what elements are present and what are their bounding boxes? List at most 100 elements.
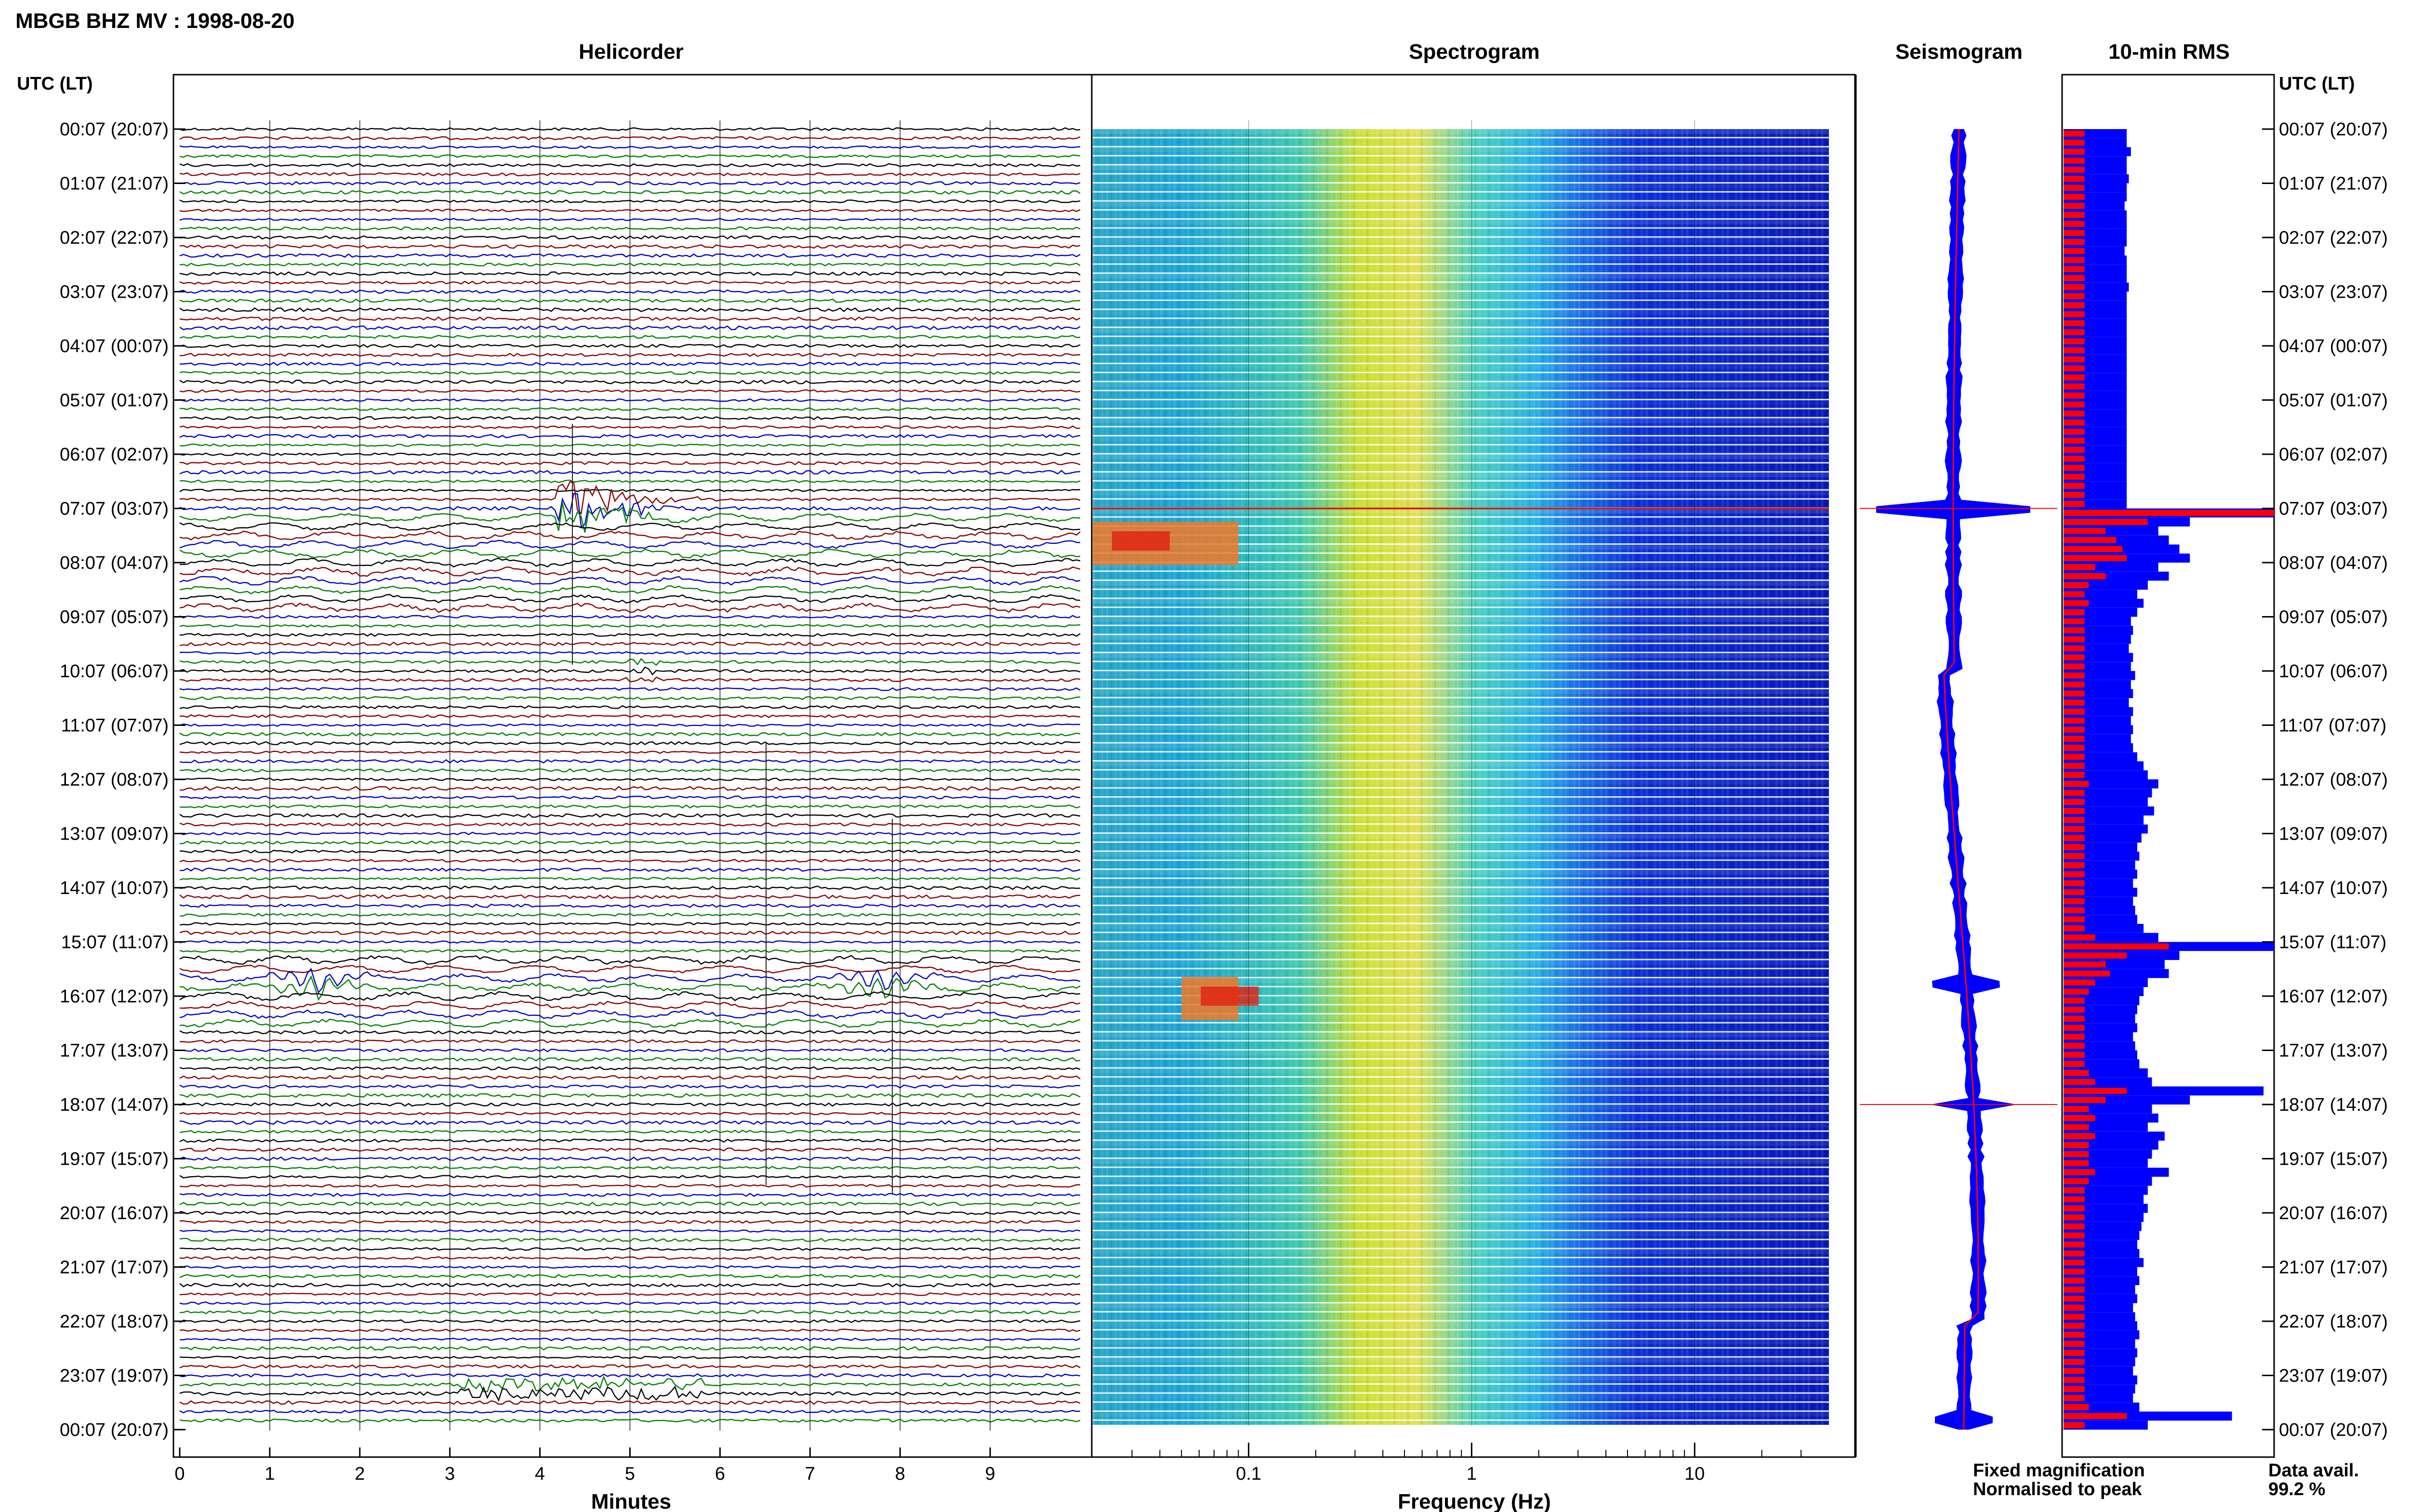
spectrogram-row [1093, 1195, 1829, 1200]
helicorder-trace [179, 380, 1081, 384]
data-avail-value: 99.2 % [2268, 1479, 2325, 1499]
spectrogram-row [1093, 1321, 1829, 1327]
rms-bar-normalised [2064, 1070, 2089, 1076]
spectrogram-row [1093, 1339, 1829, 1344]
time-label-right: 02:07 (22:07) [2279, 228, 2388, 248]
rms-bar-normalised [2064, 1042, 2085, 1049]
spectrogram-row [1093, 1050, 1829, 1055]
rms-bar-normalised [2064, 437, 2085, 444]
spectrogram-tick-label: 0.1 [1236, 1464, 1261, 1484]
helicorder-tick-label: 6 [715, 1464, 725, 1484]
axis-right-label: UTC (LT) [2279, 74, 2355, 94]
spectrogram-row [1093, 1303, 1829, 1308]
legend-fixed: Fixed magnification [1973, 1460, 2145, 1481]
time-label-left: 22:07 (18:07) [60, 1312, 169, 1332]
time-label-right: 14:07 (10:07) [2279, 878, 2388, 898]
time-label-right: 08:07 (04:07) [2279, 553, 2388, 573]
rms-bar-normalised [2064, 365, 2085, 372]
panel-title-helicorder: Helicorder [579, 40, 684, 64]
rms-bar-normalised [2064, 717, 2085, 724]
helicorder-trace [179, 145, 1081, 149]
rms-bar-normalised [2064, 1015, 2085, 1022]
helicorder-trace [179, 1301, 1081, 1305]
spectrogram-row [1093, 833, 1829, 839]
rms-bar-normalised [2064, 302, 2085, 308]
helicorder-trace [179, 696, 1081, 700]
time-label-left: 19:07 (15:07) [60, 1149, 169, 1170]
time-label-right: 07:07 (03:07) [2279, 499, 2388, 519]
rms-bar-normalised [2064, 699, 2085, 706]
helicorder-trace [179, 840, 1081, 845]
helicorder-tick-label: 7 [805, 1464, 815, 1484]
helicorder-trace [179, 1193, 1081, 1197]
helicorder-tick-label: 8 [895, 1464, 905, 1484]
time-label-right: 16:07 (12:07) [2279, 986, 2388, 1007]
time-label-left: 03:07 (23:07) [60, 282, 169, 302]
rms-bar-normalised [2064, 1422, 2085, 1428]
rms-bar-normalised [2064, 1341, 2085, 1347]
helicorder-trace [179, 181, 1081, 186]
helicorder-trace [179, 1000, 1081, 1010]
spectrogram-row [1093, 942, 1829, 947]
rms-bar-normalised [2064, 492, 2085, 498]
helicorder-trace [179, 940, 1081, 944]
spectrogram-row [1093, 906, 1829, 911]
helicorder-trace [179, 1418, 1081, 1423]
helicorder-frame [172, 74, 1856, 1458]
spectrogram-row [1093, 743, 1829, 749]
spectrogram-row [1093, 1141, 1829, 1146]
time-label-left: 16:07 (12:07) [60, 986, 169, 1007]
rms-bar-normalised [2064, 979, 2095, 986]
rms-bar-normalised [2064, 898, 2085, 905]
time-label-right: 03:07 (23:07) [2279, 282, 2388, 302]
helicorder-trace [179, 502, 1081, 533]
spectrogram-row [1093, 689, 1829, 694]
time-label-left: 07:07 (03:07) [60, 499, 169, 519]
spectrogram-row [1093, 635, 1829, 640]
helicorder-trace [179, 1039, 1081, 1043]
time-label-right: 20:07 (16:07) [2279, 1203, 2388, 1223]
rms-bar-normalised [2064, 320, 2085, 327]
time-label-left: 18:07 (14:07) [60, 1095, 169, 1115]
helicorder-trace [179, 1066, 1081, 1071]
helicorder-trace [179, 425, 1081, 429]
spectrogram-row [1093, 418, 1829, 423]
helicorder-trace [179, 548, 1081, 559]
time-label-left: 21:07 (17:07) [60, 1258, 169, 1278]
rms-bar-normalised [2064, 401, 2085, 408]
spectrogram-row [1093, 201, 1829, 207]
helicorder-trace [179, 750, 1081, 754]
helicorder-trace [179, 931, 1081, 935]
time-label-right: 17:07 (13:07) [2279, 1041, 2388, 1061]
rms-bar-normalised [2064, 447, 2085, 453]
spectrogram-row [1093, 707, 1829, 712]
time-label-right: 10:07 (06:07) [2279, 661, 2388, 682]
helicorder-trace [179, 822, 1081, 827]
spectrogram-row [1093, 1213, 1829, 1218]
spectrogram-row [1093, 147, 1829, 152]
helicorder-trace [179, 163, 1081, 168]
helicorder-trace [179, 1048, 1081, 1052]
helicorder-trace [179, 1265, 1081, 1269]
helicorder-trace [179, 1156, 1081, 1161]
rms-bar-normalised [2064, 221, 2085, 227]
rms-bar-normalised [2064, 1205, 2085, 1211]
helicorder-trace [179, 199, 1081, 203]
helicorder-trace [179, 632, 1081, 637]
spectrogram-row [1093, 382, 1829, 387]
rms-bar-normalised [2064, 970, 2110, 977]
spectrogram-row [1093, 1032, 1829, 1038]
helicorder-trace [179, 1385, 1081, 1402]
rms-bar-normalised [2064, 789, 2085, 796]
spectrogram-row [1093, 653, 1829, 658]
time-label-right: 01:07 (21:07) [2279, 174, 2388, 194]
time-label-left: 05:07 (01:07) [60, 391, 169, 411]
helicorder-trace [179, 1274, 1081, 1278]
helicorder-trace [179, 795, 1081, 800]
helicorder-trace [179, 1210, 1081, 1215]
spectrogram-event-core [1201, 986, 1259, 1006]
rms-bar-normalised [2064, 1323, 2085, 1329]
spectrogram-row [1093, 761, 1829, 766]
rms-bar-normalised [2064, 690, 2085, 697]
helicorder-trace [179, 1337, 1081, 1341]
